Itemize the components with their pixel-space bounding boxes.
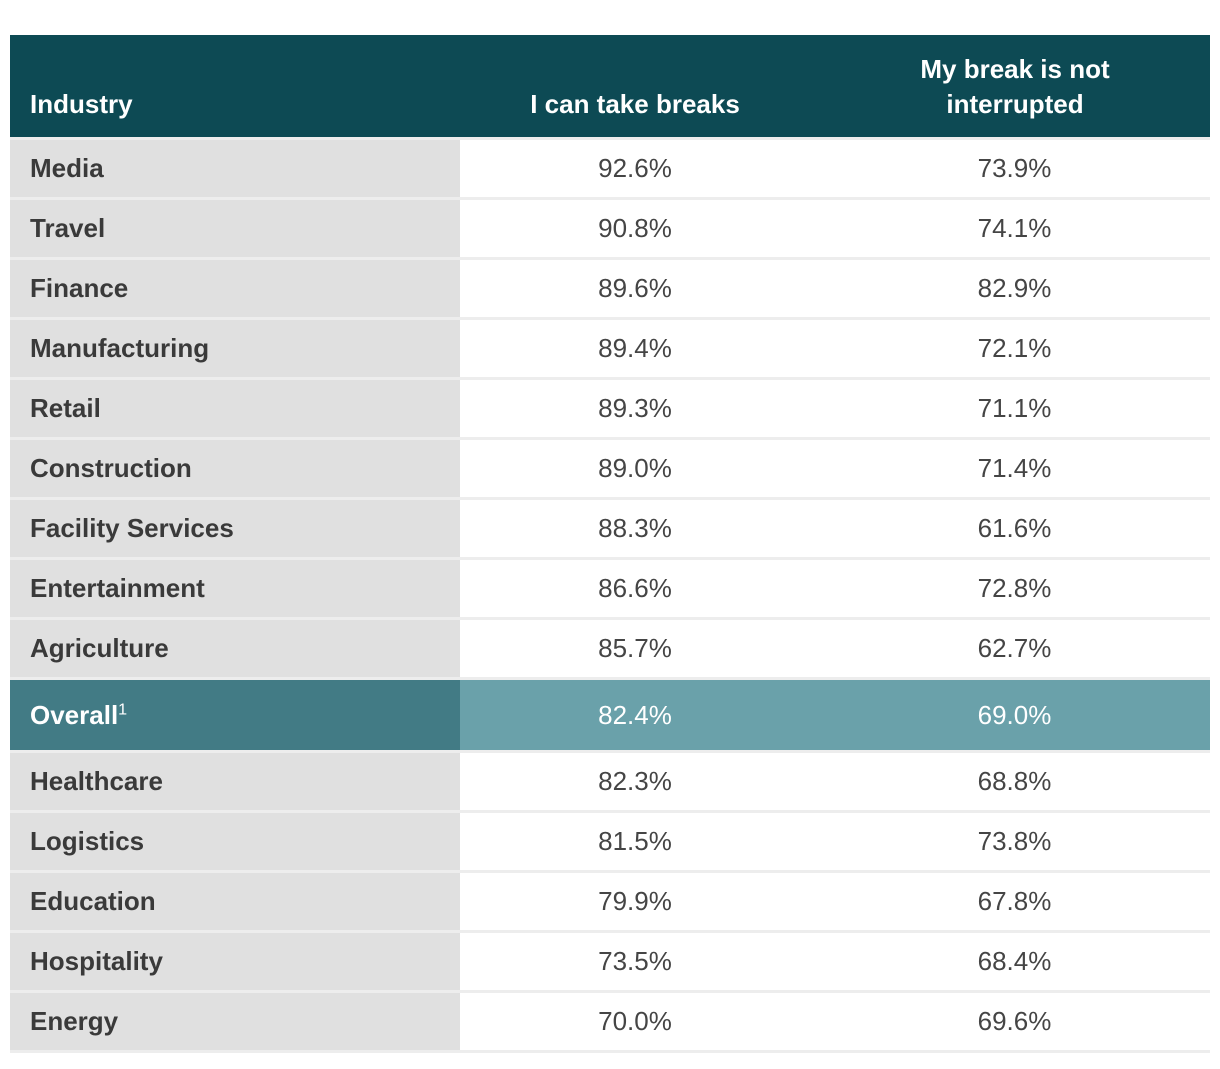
industry-label-overall: Overall1	[10, 680, 460, 753]
industry-label: Entertainment	[10, 560, 460, 620]
not-interrupted-value: 62.7%	[810, 620, 1210, 680]
table-row-overall-highlight: Overall1 82.4% 69.0%	[10, 680, 1210, 753]
header-row: Industry I can take breaks My break is n…	[10, 35, 1210, 140]
table-row-agriculture: Agriculture 85.7% 62.7%	[10, 620, 1210, 680]
can-take-breaks-value: 82.4%	[460, 680, 810, 753]
column-header-can-take-breaks: I can take breaks	[460, 35, 810, 140]
table-row-travel: Travel 90.8% 74.1%	[10, 200, 1210, 260]
table-body: Media 92.6% 73.9% Travel 90.8% 74.1% Fin…	[10, 140, 1210, 1053]
can-take-breaks-value: 89.4%	[460, 320, 810, 380]
industry-breaks-table: Industry I can take breaks My break is n…	[10, 35, 1210, 1053]
can-take-breaks-value: 89.3%	[460, 380, 810, 440]
not-interrupted-value: 67.8%	[810, 873, 1210, 933]
table-row-hospitality: Hospitality 73.5% 68.4%	[10, 933, 1210, 993]
not-interrupted-value: 68.4%	[810, 933, 1210, 993]
table-row-manufacturing: Manufacturing 89.4% 72.1%	[10, 320, 1210, 380]
can-take-breaks-value: 88.3%	[460, 500, 810, 560]
not-interrupted-value: 69.0%	[810, 680, 1210, 753]
table-row-energy: Energy 70.0% 69.6%	[10, 993, 1210, 1053]
not-interrupted-value: 72.1%	[810, 320, 1210, 380]
can-take-breaks-value: 86.6%	[460, 560, 810, 620]
industry-label: Retail	[10, 380, 460, 440]
column-header-not-interrupted-label: My break is not interrupted	[920, 54, 1110, 119]
table-row-retail: Retail 89.3% 71.1%	[10, 380, 1210, 440]
industry-label: Education	[10, 873, 460, 933]
can-take-breaks-value: 92.6%	[460, 140, 810, 200]
not-interrupted-value: 82.9%	[810, 260, 1210, 320]
column-header-not-interrupted: My break is not interrupted	[810, 35, 1210, 140]
footnote-marker: 1	[118, 699, 128, 718]
table-row-construction: Construction 89.0% 71.4%	[10, 440, 1210, 500]
table-row-healthcare: Healthcare 82.3% 68.8%	[10, 753, 1210, 813]
not-interrupted-value: 74.1%	[810, 200, 1210, 260]
can-take-breaks-value: 70.0%	[460, 993, 810, 1053]
industry-label: Energy	[10, 993, 460, 1053]
table-row-finance: Finance 89.6% 82.9%	[10, 260, 1210, 320]
table-row-education: Education 79.9% 67.8%	[10, 873, 1210, 933]
can-take-breaks-value: 73.5%	[460, 933, 810, 993]
industry-label: Manufacturing	[10, 320, 460, 380]
can-take-breaks-value: 90.8%	[460, 200, 810, 260]
industry-label: Media	[10, 140, 460, 200]
can-take-breaks-value: 79.9%	[460, 873, 810, 933]
industry-breaks-table-wrapper: Industry I can take breaks My break is n…	[10, 35, 1210, 1053]
not-interrupted-value: 69.6%	[810, 993, 1210, 1053]
industry-label: Healthcare	[10, 753, 460, 813]
industry-label: Agriculture	[10, 620, 460, 680]
table-row-logistics: Logistics 81.5% 73.8%	[10, 813, 1210, 873]
table-header: Industry I can take breaks My break is n…	[10, 35, 1210, 140]
industry-label: Logistics	[10, 813, 460, 873]
can-take-breaks-value: 89.0%	[460, 440, 810, 500]
table-row-media: Media 92.6% 73.9%	[10, 140, 1210, 200]
not-interrupted-value: 71.4%	[810, 440, 1210, 500]
not-interrupted-value: 68.8%	[810, 753, 1210, 813]
industry-label: Hospitality	[10, 933, 460, 993]
not-interrupted-value: 72.8%	[810, 560, 1210, 620]
can-take-breaks-value: 85.7%	[460, 620, 810, 680]
can-take-breaks-value: 82.3%	[460, 753, 810, 813]
table-row-entertainment: Entertainment 86.6% 72.8%	[10, 560, 1210, 620]
industry-label: Facility Services	[10, 500, 460, 560]
not-interrupted-value: 61.6%	[810, 500, 1210, 560]
not-interrupted-value: 71.1%	[810, 380, 1210, 440]
not-interrupted-value: 73.8%	[810, 813, 1210, 873]
overall-label: Overall	[30, 699, 119, 730]
industry-label: Construction	[10, 440, 460, 500]
industry-label: Finance	[10, 260, 460, 320]
column-header-industry: Industry	[10, 35, 460, 140]
industry-label: Travel	[10, 200, 460, 260]
can-take-breaks-value: 89.6%	[460, 260, 810, 320]
not-interrupted-value: 73.9%	[810, 140, 1210, 200]
table-row-facility-services: Facility Services 88.3% 61.6%	[10, 500, 1210, 560]
can-take-breaks-value: 81.5%	[460, 813, 810, 873]
